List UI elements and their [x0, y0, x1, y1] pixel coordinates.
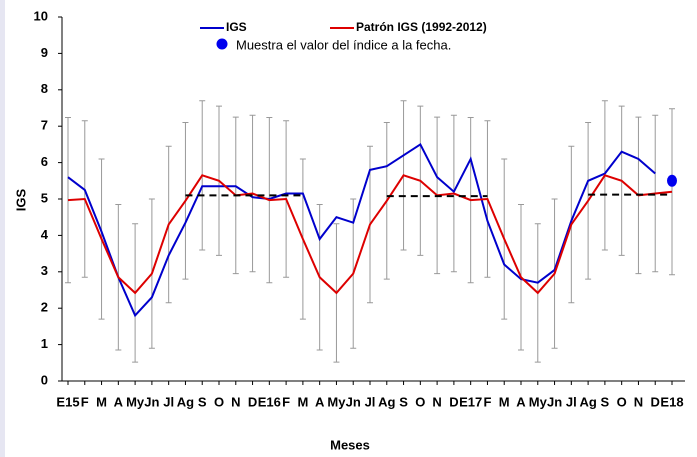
x-tick-label: F [483, 394, 491, 409]
x-tick-label: M [96, 394, 107, 409]
y-tick-label: 1 [41, 336, 48, 351]
x-tick-label: Jl [163, 394, 174, 409]
y-tick-label: 0 [41, 372, 48, 387]
y-tick-label: 5 [41, 190, 48, 205]
x-tick-label: E18 [660, 394, 683, 409]
x-tick-label: Jn [144, 394, 159, 409]
x-tick-label: A [315, 394, 325, 409]
line-series [67, 142, 656, 318]
x-axis-label: Meses [330, 437, 370, 452]
line-series [67, 174, 673, 295]
x-tick-label: E15 [56, 394, 79, 409]
x-tick-label: S [601, 394, 610, 409]
x-tick-label: D [449, 394, 458, 409]
x-tick-label: My [327, 394, 346, 409]
x-tick-label: D [248, 394, 257, 409]
legend-label: Muestra el valor del índice a la fecha. [236, 37, 451, 52]
x-tick-label: S [198, 394, 207, 409]
x-tick-label: E16 [258, 394, 281, 409]
x-tick-label: A [516, 394, 526, 409]
data-dot [667, 174, 677, 187]
x-tick-label: N [432, 394, 441, 409]
y-tick-label: 10 [34, 8, 48, 23]
y-tick-label: 4 [41, 227, 49, 242]
y-axis-label: IGS [13, 188, 28, 211]
x-tick-label: F [81, 394, 89, 409]
x-tick-label: O [617, 394, 627, 409]
x-tick-label: N [231, 394, 240, 409]
x-tick-label: A [114, 394, 124, 409]
x-tick-label: Jn [346, 394, 361, 409]
x-tick-label: Jn [547, 394, 562, 409]
y-tick-label: 2 [41, 300, 48, 315]
x-tick-label: M [297, 394, 308, 409]
y-tick-label: 3 [41, 263, 48, 278]
y-tick-label: 9 [41, 45, 48, 60]
y-tick-label: 7 [41, 118, 48, 133]
x-tick-label: O [415, 394, 425, 409]
x-tick-label: F [282, 394, 290, 409]
legend-label: IGS [226, 20, 247, 34]
x-tick-label: Jl [566, 394, 577, 409]
x-tick-label: Ag [378, 394, 395, 409]
x-tick-label: Ag [177, 394, 194, 409]
y-tick-label: 8 [41, 81, 48, 96]
x-tick-label: My [126, 394, 145, 409]
x-tick-label: S [399, 394, 408, 409]
legend-label: Patrón IGS (1992-2012) [356, 20, 487, 34]
side-strip [0, 0, 5, 457]
legend-marker [216, 38, 228, 50]
x-tick-label: Ag [579, 394, 596, 409]
x-tick-label: D [651, 394, 660, 409]
x-tick-label: O [214, 394, 224, 409]
x-tick-label: N [634, 394, 643, 409]
x-tick-label: E17 [459, 394, 482, 409]
x-tick-label: M [499, 394, 510, 409]
x-tick-label: Jl [365, 394, 376, 409]
x-tick-label: My [529, 394, 548, 409]
y-tick-label: 6 [41, 154, 48, 169]
